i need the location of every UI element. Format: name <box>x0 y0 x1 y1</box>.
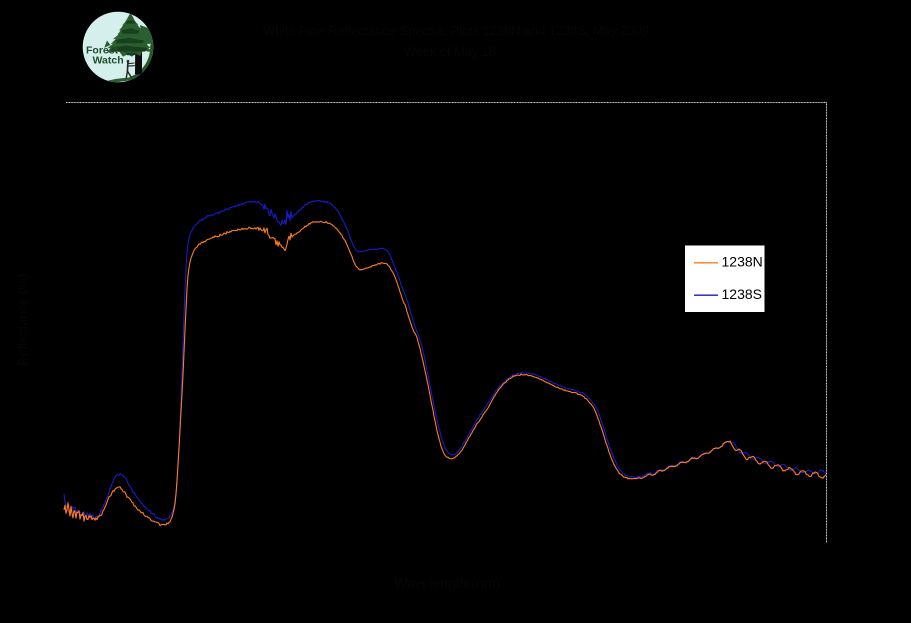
svg-text:Reflectance (%): Reflectance (%) <box>15 274 30 366</box>
svg-text:Forest: Forest <box>86 45 119 57</box>
svg-text:Week of May 18: Week of May 18 <box>404 44 496 59</box>
svg-text:1238N: 1238N <box>722 253 763 269</box>
svg-text:1238S: 1238S <box>722 286 762 302</box>
svg-text:Watch: Watch <box>93 55 124 67</box>
svg-text:Wavelength (nm): Wavelength (nm) <box>394 575 500 591</box>
svg-text:White Pine Reflectance Spectra: White Pine Reflectance Spectra, Plots 12… <box>263 23 649 38</box>
